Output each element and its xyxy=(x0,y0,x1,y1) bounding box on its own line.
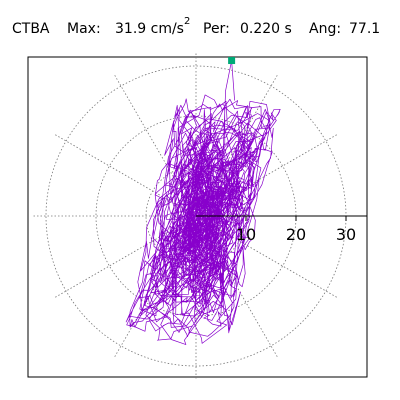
plot-frame xyxy=(27,56,368,378)
peak-marker xyxy=(228,57,236,65)
max-value: 31.9 cm/s xyxy=(115,21,184,37)
grid-spoke xyxy=(54,134,197,217)
angle-value: 77.1 xyxy=(349,21,380,37)
station-label: CTBA xyxy=(12,21,50,37)
grid-spoke xyxy=(114,74,197,217)
grid-spoke xyxy=(195,134,338,217)
period-value: 0.220 s xyxy=(240,21,292,37)
grid-spoke xyxy=(195,74,278,217)
radial-axis: 10 20 30 xyxy=(196,215,367,244)
period-label: Per: xyxy=(203,21,230,37)
radial-tick-label: 30 xyxy=(336,225,356,244)
radial-tick-label: 20 xyxy=(286,225,306,244)
grid-spoke xyxy=(54,215,197,298)
orbit-trace xyxy=(125,60,281,345)
grid-spoke xyxy=(195,215,338,298)
radial-tick-label: 10 xyxy=(236,225,256,244)
peak-marker-group xyxy=(228,57,236,65)
max-label: Max: xyxy=(67,21,101,37)
grid-spoke xyxy=(114,215,197,358)
angle-label: Ang: xyxy=(309,21,341,37)
orbit-trace-path xyxy=(125,60,281,345)
max-exponent: 2 xyxy=(184,16,190,27)
